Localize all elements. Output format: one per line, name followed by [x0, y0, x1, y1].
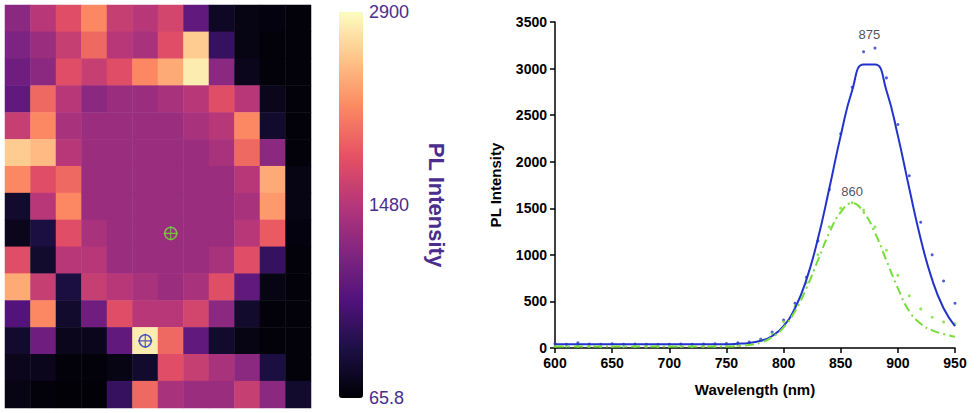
- svg-text:750: 750: [715, 355, 739, 371]
- svg-text:850: 850: [829, 355, 853, 371]
- svg-text:875: 875: [858, 27, 880, 42]
- svg-text:1000: 1000: [516, 247, 547, 263]
- svg-text:860: 860: [841, 184, 863, 199]
- svg-text:500: 500: [524, 293, 548, 309]
- svg-text:900: 900: [886, 355, 910, 371]
- svg-text:Wavelength (nm): Wavelength (nm): [695, 381, 815, 398]
- svg-text:600: 600: [543, 355, 567, 371]
- svg-text:65.8: 65.8: [369, 388, 404, 408]
- svg-text:1480: 1480: [369, 195, 409, 215]
- svg-text:PL Intensity: PL Intensity: [487, 142, 504, 227]
- svg-text:700: 700: [658, 355, 682, 371]
- svg-text:650: 650: [600, 355, 624, 371]
- svg-text:2900: 2900: [369, 2, 409, 22]
- svg-text:1500: 1500: [516, 200, 547, 216]
- svg-text:950: 950: [943, 355, 967, 371]
- svg-text:2500: 2500: [516, 107, 547, 123]
- svg-text:800: 800: [772, 355, 796, 371]
- svg-text:3000: 3000: [516, 61, 547, 77]
- svg-text:3500: 3500: [516, 14, 547, 30]
- svg-text:2000: 2000: [516, 154, 547, 170]
- svg-text:PL Intensity: PL Intensity: [424, 143, 449, 268]
- svg-text:0: 0: [539, 340, 547, 356]
